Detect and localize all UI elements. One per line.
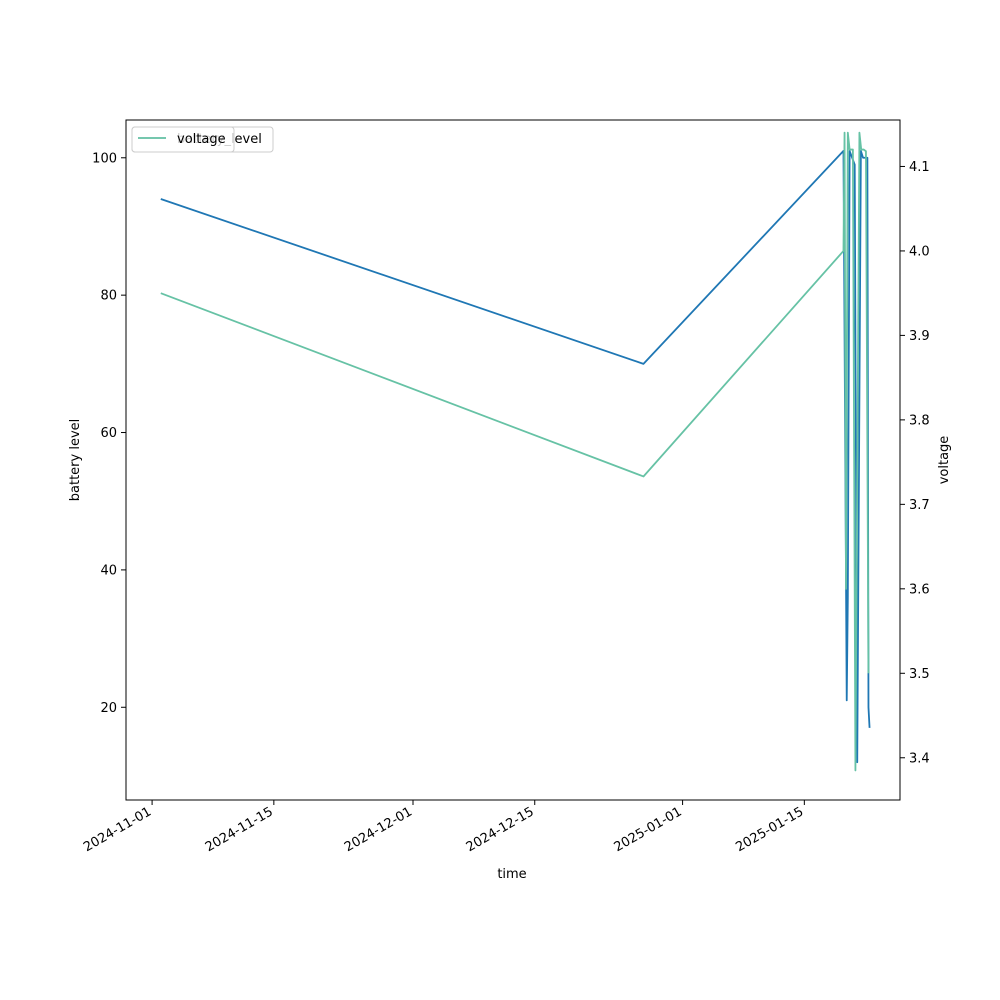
x-tick-label: 2024-11-01 xyxy=(81,804,154,855)
y-left-tick-label: 100 xyxy=(92,151,117,166)
y-axis-left-label: battery level xyxy=(68,419,83,502)
y-axis-right-label: voltage xyxy=(937,436,952,485)
y-left-tick-label: 20 xyxy=(100,701,117,716)
x-tick-label: 2025-01-15 xyxy=(733,804,806,855)
plot-frame xyxy=(125,119,901,801)
y-right-tick-label: 4.0 xyxy=(909,244,930,259)
x-tick-label: 2025-01-01 xyxy=(612,804,685,855)
y-right-tick-label: 3.6 xyxy=(909,582,930,597)
y-right-tick-label: 3.5 xyxy=(909,667,930,682)
series-layer xyxy=(160,131,871,772)
x-tick-label: 2024-12-15 xyxy=(464,804,537,855)
y-right-tick-label: 3.8 xyxy=(909,413,930,428)
y-right-tick-label: 3.9 xyxy=(909,329,930,344)
legend: voltage xyxy=(131,126,235,153)
y-left-tick-label: 40 xyxy=(100,563,117,578)
x-axis: 2024-11-01 2024-11-15 2024-12-01 2024-12-15… xyxy=(81,800,806,855)
y-axis-right: 3.4 3.5 3.6 3.7 3.8 3.9 4.0 4.1 xyxy=(900,160,930,766)
y-right-tick-label: 3.4 xyxy=(909,751,930,766)
y-right-tick-label: 4.1 xyxy=(909,160,930,175)
series-line-battery-level xyxy=(160,150,871,764)
series-line-voltage xyxy=(160,131,870,772)
x-tick-label: 2024-12-01 xyxy=(342,804,415,855)
y-axis-left: 20 40 60 80 100 xyxy=(92,151,126,716)
x-tick-label: 2024-11-15 xyxy=(203,804,276,855)
y-left-tick-label: 80 xyxy=(100,289,117,304)
legend-label-voltage: voltage xyxy=(177,132,226,147)
x-axis-label: time xyxy=(497,867,526,882)
y-right-tick-label: 3.7 xyxy=(909,498,930,513)
y-left-tick-label: 60 xyxy=(100,426,117,441)
legend-box xyxy=(131,126,235,153)
